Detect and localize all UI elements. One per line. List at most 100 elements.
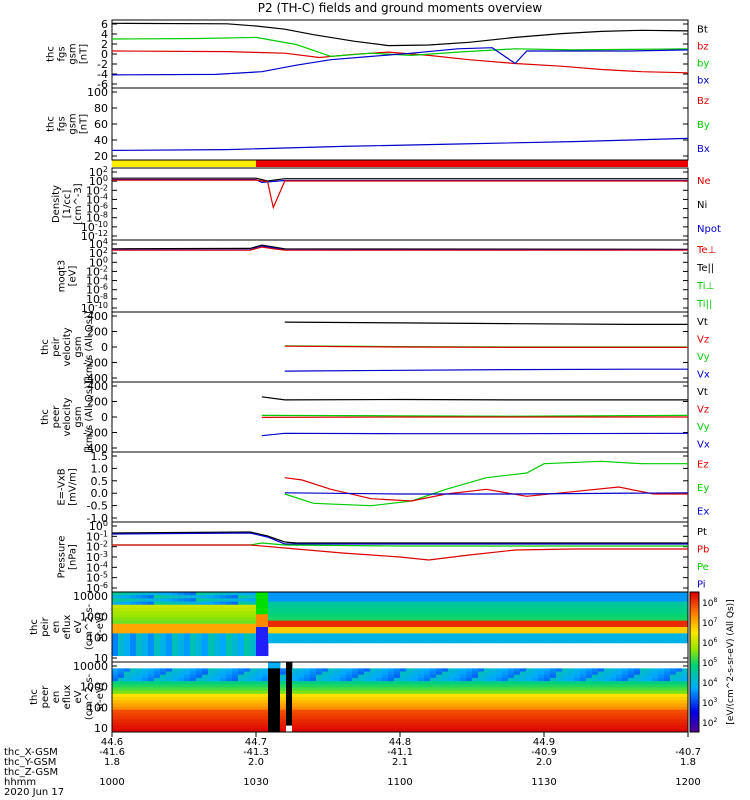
spectrogram-cell — [310, 690, 317, 695]
spectrogram-cell — [136, 604, 143, 609]
spectrogram-cell — [214, 700, 221, 704]
spectrogram-cell — [316, 607, 323, 612]
spectrogram-cell — [238, 706, 245, 711]
spectrogram-cell — [574, 598, 581, 602]
y-tick-label: -400 — [83, 372, 108, 385]
spectrogram-cell — [646, 703, 653, 707]
spectrogram-cell — [574, 677, 581, 682]
spectrogram-cell — [538, 639, 545, 644]
spectrogram-cell — [172, 690, 179, 695]
spectrogram-cell — [280, 709, 287, 714]
spectrogram-cell — [676, 601, 683, 606]
spectrogram-cell — [178, 620, 185, 625]
spectrogram-cell — [274, 665, 281, 669]
spectrogram-cell — [400, 668, 407, 672]
spectrogram-cell — [292, 607, 299, 612]
spectrogram-cell — [322, 592, 329, 596]
colorbar-tick-label: 106 — [702, 637, 717, 649]
spectrogram-cell — [184, 690, 191, 695]
spectrogram-cell — [550, 690, 557, 695]
spectrogram-cell — [634, 681, 641, 685]
spectrogram-cell — [352, 674, 359, 679]
spectrogram-cell — [478, 617, 485, 622]
spectrogram-cell — [262, 595, 269, 599]
spectrogram-cell — [334, 677, 341, 682]
spectrogram-cell — [478, 697, 485, 701]
spectrogram-cell — [136, 671, 143, 676]
spectrogram-cell — [652, 639, 659, 644]
spectrogram-cell — [124, 592, 131, 596]
spectrogram-cell — [418, 633, 425, 637]
spectrogram-cell — [664, 627, 671, 631]
spectrogram-cell — [406, 728, 413, 733]
spectrogram-cell — [406, 722, 413, 727]
spectrogram-cell — [418, 700, 425, 704]
spectrogram-cell — [586, 728, 593, 733]
spectrogram-cell — [226, 604, 233, 609]
colorbar-cell — [690, 720, 699, 723]
spectrogram-cell — [124, 633, 131, 637]
spectrogram-cell — [286, 662, 293, 666]
spectrogram-cell — [526, 703, 533, 707]
spectrogram-cell — [220, 614, 227, 618]
spectrogram-cell — [472, 601, 479, 606]
spectrogram-cell — [460, 725, 467, 730]
spectrogram-cell — [418, 595, 425, 599]
spectrogram-cell — [550, 668, 557, 672]
spectrogram-cell — [406, 601, 413, 606]
spectrogram-cell — [508, 607, 515, 612]
spectrogram-cell — [376, 674, 383, 679]
spectrogram-cell — [388, 607, 395, 612]
spectrogram-cell — [646, 687, 653, 692]
spectrogram-cell — [640, 706, 647, 711]
spectrogram-cell — [172, 623, 179, 628]
spectrogram-cell — [610, 693, 617, 698]
spectrogram-cell — [340, 716, 347, 720]
spectrogram-cell — [394, 620, 401, 625]
spectrogram-cell — [676, 627, 683, 631]
spectrogram-cell — [430, 607, 437, 612]
x-tick-label: 44.6 — [101, 737, 123, 748]
spectrogram-cell — [520, 709, 527, 714]
spectrogram-cell — [556, 607, 563, 612]
colorbar-cell — [690, 694, 699, 697]
spectrogram-cell — [226, 697, 233, 701]
spectrogram-cell — [568, 716, 575, 720]
spectrogram-cell — [538, 693, 545, 698]
y-tick-label: 102 — [89, 246, 108, 260]
spectrogram-cell — [586, 681, 593, 685]
spectrogram-cell — [628, 601, 635, 606]
spectrogram-cell — [394, 595, 401, 599]
spectrogram-cell — [460, 595, 467, 599]
spectrogram-cell — [400, 690, 407, 695]
spectrogram-cell — [310, 604, 317, 609]
y-axis-label-line: gsm — [73, 406, 84, 427]
spectrogram-cell — [472, 725, 479, 730]
spectrogram-cell — [340, 639, 347, 644]
spectrogram-cell — [220, 697, 227, 701]
spectrogram-cell — [316, 677, 323, 682]
spectrogram-cell — [316, 709, 323, 714]
spectrogram-cell — [196, 684, 203, 688]
spectrogram-cell — [232, 652, 239, 657]
spectrogram-cell — [178, 595, 185, 599]
spectrogram-cell — [208, 671, 215, 676]
spectrogram-cell — [154, 709, 161, 714]
spectrogram-cell — [598, 687, 605, 692]
spectrogram-cell — [136, 620, 143, 625]
spectrogram-cell — [394, 674, 401, 679]
spectrogram-cell — [244, 700, 251, 704]
spectrogram-cell — [508, 687, 515, 692]
spectrogram-cell — [628, 623, 635, 628]
spectrogram-cell — [148, 627, 155, 631]
spectrogram-cell — [508, 703, 515, 707]
spectrogram-cell — [616, 627, 623, 631]
spectrogram-cell — [124, 623, 131, 628]
spectrogram-cell — [484, 690, 491, 695]
spectrogram-cell — [508, 617, 515, 622]
spectrogram-cell — [358, 687, 365, 692]
spectrogram-cell — [682, 627, 689, 631]
spectrogram-cell — [256, 617, 263, 622]
spectrogram-cell — [196, 633, 203, 637]
spectrogram-cell — [616, 633, 623, 637]
